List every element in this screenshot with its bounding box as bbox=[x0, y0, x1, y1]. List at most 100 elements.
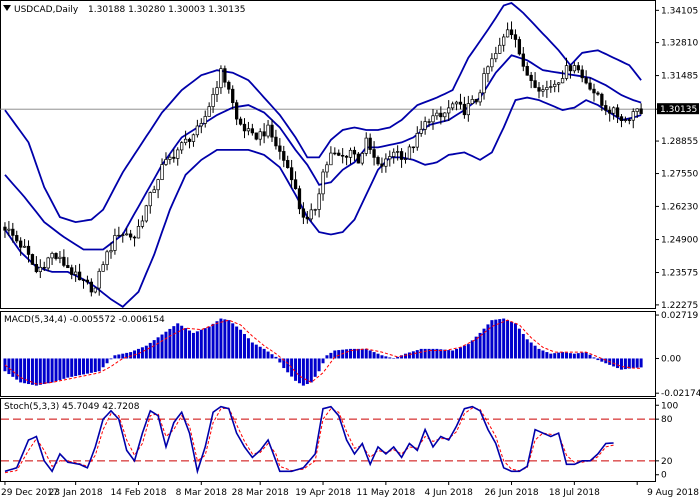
macd-bar bbox=[30, 358, 34, 385]
candle-body bbox=[195, 125, 200, 136]
macd-bar bbox=[451, 350, 455, 359]
macd-bar bbox=[250, 342, 254, 359]
macd-bar bbox=[78, 358, 82, 376]
candle-body bbox=[262, 131, 266, 137]
macd-bar bbox=[188, 330, 192, 359]
macd-bar bbox=[455, 348, 459, 359]
candle-body bbox=[11, 228, 15, 236]
macd-bar bbox=[400, 355, 404, 359]
macd-bar bbox=[23, 358, 27, 384]
macd-bar bbox=[148, 342, 152, 359]
macd-bar bbox=[305, 358, 309, 385]
candle-body bbox=[278, 145, 282, 152]
candle-body bbox=[66, 265, 70, 269]
candle-body bbox=[168, 156, 172, 160]
candle-body bbox=[568, 65, 573, 72]
candle-body bbox=[22, 245, 27, 248]
macd-signal-line bbox=[4, 319, 642, 385]
macd-bar bbox=[270, 354, 274, 359]
candle-body bbox=[596, 92, 600, 95]
price-pane: 1.34105 1.32810 1.31485 1.28855 1.27550 1.262… bbox=[0, 0, 699, 311]
candle-body bbox=[180, 142, 184, 151]
candle-body bbox=[419, 128, 423, 134]
macd-bar bbox=[572, 353, 576, 359]
macd-bar bbox=[388, 357, 392, 359]
macd-bar bbox=[176, 323, 180, 359]
candle-body bbox=[580, 69, 584, 79]
macd-bar bbox=[231, 323, 235, 359]
macd-bar bbox=[325, 355, 329, 359]
macd-bar bbox=[553, 353, 557, 359]
macd-bar bbox=[584, 352, 588, 359]
stoch-main-line bbox=[4, 405, 614, 475]
macd-bar bbox=[549, 353, 553, 359]
candle-body bbox=[344, 155, 349, 158]
candle-body bbox=[258, 131, 262, 140]
candle-body bbox=[572, 65, 577, 72]
candle-body bbox=[254, 132, 258, 140]
candle-body bbox=[140, 220, 145, 227]
date-tick-label: 8 Mar 2018 bbox=[176, 488, 228, 498]
macd-bar bbox=[243, 333, 246, 359]
macd-bar bbox=[510, 321, 514, 359]
candle-body bbox=[427, 121, 431, 123]
candle-body bbox=[392, 151, 396, 157]
candle-body bbox=[156, 179, 160, 191]
macd-bar bbox=[545, 352, 549, 359]
candle-body bbox=[227, 81, 231, 90]
macd-bar bbox=[431, 348, 435, 359]
candle-body bbox=[234, 102, 239, 120]
candle-body bbox=[399, 151, 404, 160]
candle-body bbox=[486, 66, 490, 74]
macd-bar bbox=[588, 354, 592, 359]
candle-body bbox=[231, 88, 235, 104]
candle-body bbox=[341, 154, 345, 157]
macd-bar bbox=[207, 326, 211, 359]
macd-bar bbox=[105, 358, 109, 364]
macd-bar bbox=[376, 353, 380, 359]
candle-body bbox=[46, 257, 50, 269]
macd-bar bbox=[345, 349, 349, 359]
stoch-tick-label: 80 bbox=[661, 415, 673, 425]
candle-body bbox=[93, 287, 97, 293]
candle-body bbox=[121, 234, 125, 237]
candle-body bbox=[474, 99, 478, 103]
macd-bar bbox=[262, 348, 266, 359]
candle-body bbox=[297, 188, 302, 210]
candle-body bbox=[207, 106, 211, 117]
macd-bar bbox=[140, 347, 144, 359]
candle-body bbox=[498, 44, 502, 54]
candle-body bbox=[293, 179, 298, 190]
date-tick-label: 18 Jul 2018 bbox=[549, 488, 600, 498]
macd-bar bbox=[639, 358, 643, 368]
date-tick-label: 9 Aug 2018 bbox=[647, 488, 699, 498]
candle-body bbox=[533, 80, 537, 88]
candle-body bbox=[164, 159, 168, 165]
macd-bar bbox=[93, 358, 97, 373]
price-header-symbol: USDCAD,Daily bbox=[14, 5, 79, 15]
bb-upper-line bbox=[4, 1, 642, 224]
macd-bar bbox=[627, 358, 631, 369]
candle-body bbox=[242, 123, 247, 132]
macd-bar bbox=[309, 358, 313, 383]
macd-bar bbox=[565, 352, 568, 359]
candle-body bbox=[478, 92, 482, 103]
candle-body bbox=[395, 151, 400, 153]
candle-body bbox=[38, 266, 42, 273]
candle-body bbox=[317, 193, 321, 210]
stoch-signal-line bbox=[4, 407, 614, 474]
candle-body bbox=[101, 264, 105, 272]
candle-body bbox=[376, 157, 380, 165]
macd-bar bbox=[384, 356, 388, 359]
candle-body bbox=[34, 264, 39, 273]
stoch-label: Stoch(5,3,3) 45.7049 42.7208 bbox=[4, 402, 140, 412]
candle-body bbox=[97, 270, 101, 289]
macd-bar bbox=[349, 348, 353, 359]
macd-bar bbox=[85, 358, 89, 374]
candle-body bbox=[172, 156, 176, 159]
macd-bar bbox=[290, 358, 294, 377]
macd-bar bbox=[600, 358, 604, 362]
macd-bar bbox=[619, 358, 623, 370]
macd-bar bbox=[215, 321, 219, 359]
price-tick-label: 1.28855 bbox=[661, 137, 698, 147]
